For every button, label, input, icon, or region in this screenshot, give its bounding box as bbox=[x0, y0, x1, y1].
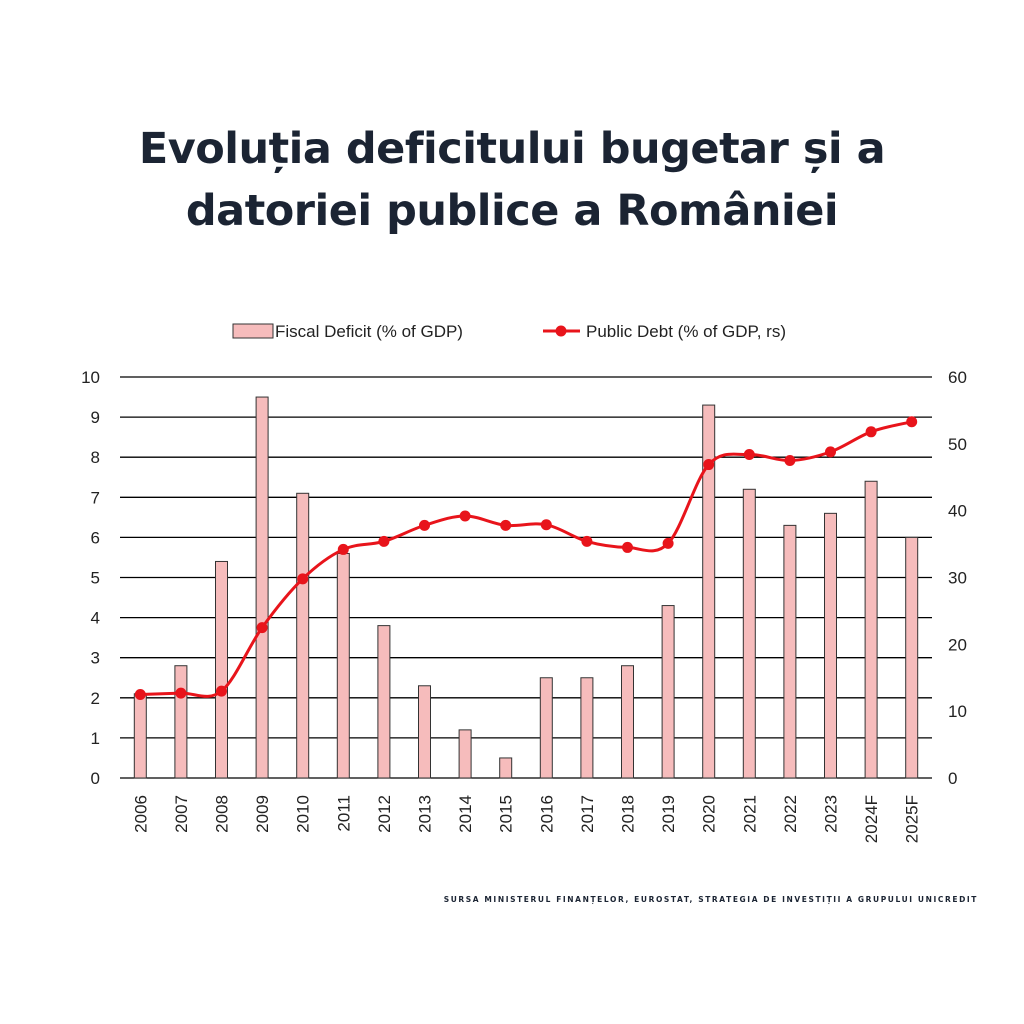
y-axis-left: 0 1 2 3 4 5 6 7 8 9 10 bbox=[81, 368, 100, 788]
deficit-bars bbox=[133, 396, 919, 779]
deficit-bar bbox=[539, 677, 553, 779]
deficit-bar bbox=[742, 488, 756, 779]
legend: Fiscal Deficit (% of GDP) Public Debt (% … bbox=[232, 322, 786, 341]
title-line-1: Evoluția deficitului bugetar și a bbox=[138, 124, 886, 174]
debt-point bbox=[825, 446, 836, 458]
y-left-tick-label: 1 bbox=[91, 729, 100, 748]
x-tick-label: 2009 bbox=[253, 795, 272, 833]
deficit-bar bbox=[580, 677, 594, 779]
y-left-tick-label: 10 bbox=[81, 368, 100, 387]
y-left-tick-label: 3 bbox=[91, 649, 100, 668]
x-tick-label: 2014 bbox=[456, 795, 475, 833]
x-tick-label: 2021 bbox=[740, 795, 759, 833]
deficit-bar bbox=[133, 693, 147, 779]
x-tick-label: 2013 bbox=[416, 795, 435, 833]
x-tick-label: 2006 bbox=[131, 795, 150, 833]
deficit-bar bbox=[336, 552, 350, 779]
y-right-tick-label: 40 bbox=[948, 502, 967, 521]
x-tick-label: 2024F bbox=[862, 795, 881, 843]
debt-point bbox=[175, 687, 187, 699]
x-tick-label: 2016 bbox=[537, 795, 556, 833]
deficit-bar bbox=[418, 685, 431, 779]
gridlines bbox=[120, 376, 932, 779]
y-left-tick-label: 6 bbox=[91, 528, 100, 547]
debt-point bbox=[216, 685, 227, 697]
deficit-bar bbox=[499, 757, 513, 779]
x-tick-label: 2011 bbox=[334, 795, 353, 832]
y-right-tick-label: 0 bbox=[948, 769, 957, 788]
legend-label-deficit: Fiscal Deficit (% of GDP) bbox=[275, 322, 463, 341]
x-tick-label: 2017 bbox=[578, 795, 597, 833]
debt-point bbox=[337, 543, 349, 555]
deficit-bar bbox=[864, 480, 878, 779]
y-right-tick-label: 10 bbox=[948, 702, 967, 721]
debt-point bbox=[662, 537, 674, 549]
deficit-bar bbox=[255, 396, 269, 779]
x-axis: 2006 2007 2008 2009 2010 2011 2012 2013 2014 2015… bbox=[131, 795, 921, 843]
debt-point bbox=[500, 519, 512, 531]
deficit-bar bbox=[702, 404, 716, 779]
y-right-tick-label: 20 bbox=[948, 635, 967, 654]
deficit-bar bbox=[621, 665, 634, 779]
y-right-tick-label: 30 bbox=[948, 569, 967, 588]
x-tick-label: 2012 bbox=[375, 795, 394, 833]
legend-line-marker bbox=[555, 325, 567, 337]
deficit-bar bbox=[377, 625, 391, 779]
source-note: SURSA MINISTERUL FINANȚELOR, EUROSTAT, S… bbox=[443, 895, 978, 904]
debt-point bbox=[378, 535, 390, 547]
deficit-bar bbox=[458, 729, 472, 779]
page-title: Evoluția deficitului bugetar și a datori… bbox=[0, 118, 1024, 242]
debt-line-series bbox=[134, 416, 918, 700]
x-tick-label: 2007 bbox=[172, 795, 191, 833]
debt-point bbox=[419, 519, 430, 531]
x-tick-label: 2008 bbox=[213, 795, 232, 833]
debt-point bbox=[622, 541, 633, 553]
y-right-tick-label: 60 bbox=[948, 368, 967, 387]
x-tick-label: 2025F bbox=[903, 795, 922, 843]
x-tick-label: 2019 bbox=[659, 795, 678, 833]
y-left-tick-label: 2 bbox=[91, 689, 100, 708]
debt-point bbox=[581, 535, 593, 547]
deficit-bar bbox=[174, 665, 188, 779]
x-tick-label: 2023 bbox=[822, 795, 841, 833]
x-tick-label: 2015 bbox=[497, 795, 516, 833]
x-tick-label: 2022 bbox=[781, 795, 800, 833]
y-axis-right: 0 10 20 30 40 50 60 bbox=[948, 368, 967, 788]
legend-bar-swatch bbox=[232, 323, 274, 339]
title-line-2: datoriei publice a României bbox=[185, 186, 839, 236]
deficit-bar bbox=[824, 512, 837, 779]
y-left-tick-label: 9 bbox=[91, 408, 100, 427]
x-tick-label: 2020 bbox=[700, 795, 719, 833]
debt-point bbox=[784, 455, 796, 467]
y-left-tick-label: 0 bbox=[91, 769, 100, 788]
deficit-bar bbox=[905, 536, 919, 779]
deficit-bar bbox=[296, 492, 310, 779]
legend-label-debt: Public Debt (% of GDP, rs) bbox=[586, 322, 786, 341]
y-right-tick-label: 50 bbox=[948, 435, 967, 454]
debt-point bbox=[906, 416, 918, 428]
y-left-tick-label: 8 bbox=[91, 448, 100, 467]
y-left-tick-label: 7 bbox=[91, 488, 100, 507]
debt-point bbox=[134, 688, 146, 700]
debt-point bbox=[865, 426, 877, 438]
debt-point bbox=[459, 510, 471, 522]
deficit-bar bbox=[661, 605, 675, 779]
y-left-tick-label: 5 bbox=[91, 569, 100, 588]
debt-point bbox=[540, 519, 552, 531]
deficit-bar bbox=[215, 560, 228, 779]
deficit-bar bbox=[783, 524, 797, 779]
debt-point bbox=[703, 459, 715, 471]
debt-point bbox=[297, 573, 309, 585]
x-tick-label: 2010 bbox=[294, 795, 313, 833]
debt-point bbox=[256, 622, 268, 634]
y-left-tick-label: 4 bbox=[91, 609, 100, 628]
x-tick-label: 2018 bbox=[619, 795, 638, 833]
debt-point bbox=[743, 449, 755, 461]
